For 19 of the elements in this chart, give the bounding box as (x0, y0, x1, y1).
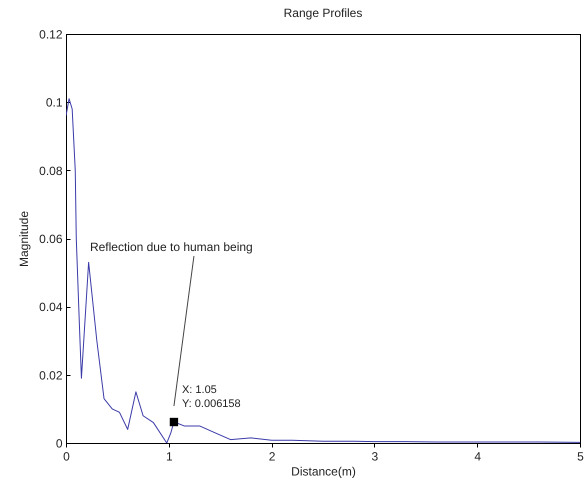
y-tick-label: 0.12 (39, 28, 63, 42)
annotation: Y: 0.006158 (182, 398, 241, 410)
x-tick-label: 4 (474, 450, 482, 464)
y-tick-label: 0.08 (39, 164, 63, 178)
y-tick-label: 0.02 (39, 368, 63, 382)
x-axis-title: Distance(m) (291, 464, 356, 478)
line-series (66, 98, 580, 443)
x-tick-label: 1 (166, 450, 173, 464)
y-tick-label: 0 (56, 436, 63, 450)
x-tick-label: 2 (268, 450, 276, 464)
x-tick-label: 3 (372, 450, 379, 464)
chart-title: Range Profiles (284, 6, 362, 20)
y-tick-label: 0.04 (39, 300, 63, 314)
x-tick-label: 5 (577, 450, 584, 464)
y-tick-label: 0.1 (46, 96, 63, 110)
annotation: Reflection due to human being (90, 240, 253, 254)
annotation: X: 1.05 (182, 384, 217, 396)
y-axis-title: Magnitude (17, 210, 32, 268)
y-tick-label: 0.06 (39, 232, 63, 246)
